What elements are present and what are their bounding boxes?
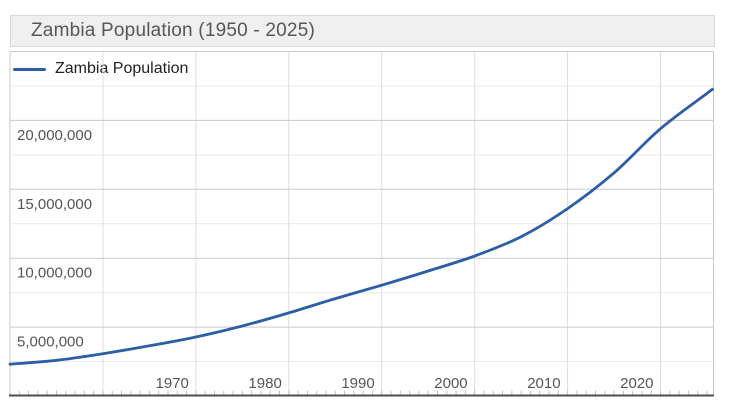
plot-border	[9, 51, 714, 396]
y-axis-label: 15,000,000	[17, 196, 92, 213]
vertical-gridlines	[102, 51, 662, 396]
x-axis-labels: 1970 1980 1990 2000 2010 2020	[155, 375, 653, 392]
x-axis-label: 2000	[434, 375, 467, 392]
y-axis-label: 10,000,000	[17, 265, 92, 282]
chart-title-bar: Zambia Population (1950 - 2025)	[10, 15, 715, 47]
major-gridlines	[10, 119, 714, 328]
y-axis-label: 5,000,000	[17, 334, 84, 351]
population-series-line	[8, 87, 714, 366]
x-axis-label: 1980	[248, 375, 281, 392]
minor-gridlines	[10, 85, 714, 363]
legend-line-swatch-icon	[13, 67, 46, 71]
y-axis-label: 20,000,000	[17, 127, 92, 144]
y-axis-labels: 5,000,000 10,000,000 15,000,000 20,000,000	[17, 127, 92, 351]
legend[interactable]: Zambia Population	[13, 59, 188, 79]
x-axis-line	[9, 394, 714, 397]
x-axis-label: 1990	[341, 375, 374, 392]
legend-label: Zambia Population	[55, 60, 189, 77]
x-axis-label: 1970	[155, 375, 188, 392]
x-axis-label: 2020	[620, 375, 653, 392]
x-axis-label: 2010	[527, 375, 560, 392]
x-axis-minor-ticks	[9, 390, 708, 395]
chart-title: Zambia Population (1950 - 2025)	[31, 20, 315, 41]
